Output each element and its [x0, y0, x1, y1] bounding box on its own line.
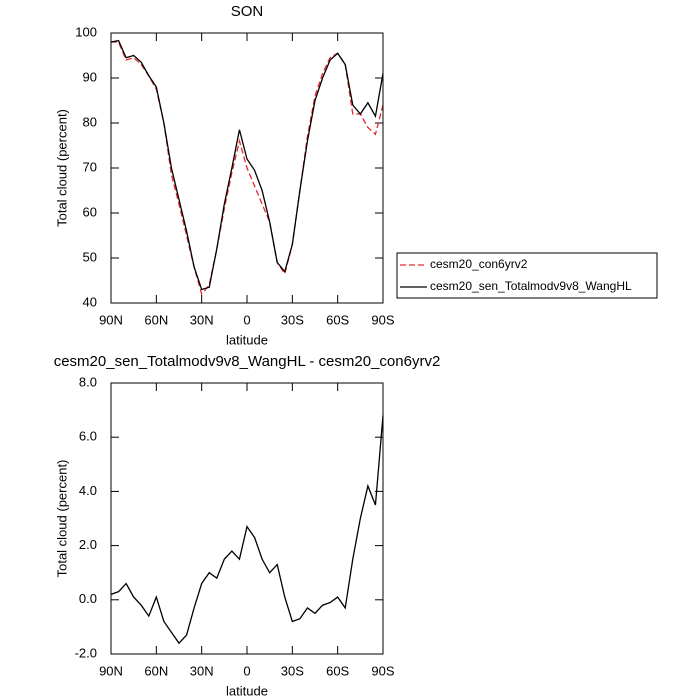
- x-tick-label: 0: [243, 312, 250, 327]
- x-tick-label: 90S: [371, 312, 394, 327]
- y-tick-label: 4.0: [79, 483, 97, 498]
- y-tick-label: 100: [75, 24, 97, 39]
- y-tick-label: 2.0: [79, 537, 97, 552]
- legend-box: [396, 252, 658, 299]
- y-tick-label: 8.0: [79, 374, 97, 389]
- y-axis-label: Total cloud (percent): [54, 109, 69, 227]
- chart-title: cesm20_sen_Totalmodv9v8_WangHL - cesm20_…: [54, 353, 441, 370]
- x-tick-label: 30S: [281, 312, 304, 327]
- x-tick-label: 90S: [371, 663, 394, 678]
- x-axis-label: latitude: [226, 683, 268, 698]
- x-tick-label: 60N: [144, 312, 168, 327]
- data-line: [110, 39, 384, 291]
- x-tick-label: 30S: [281, 663, 304, 678]
- x-tick-label: 0: [243, 663, 250, 678]
- x-tick-label: 60S: [326, 663, 349, 678]
- x-tick-label: 60N: [144, 663, 168, 678]
- x-tick-label: 60S: [326, 312, 349, 327]
- x-axis-label: latitude: [226, 332, 268, 347]
- plot-frame: [110, 32, 384, 304]
- y-tick-label: 40: [83, 294, 97, 309]
- y-tick-label: 6.0: [79, 429, 97, 444]
- y-tick-label: 0.0: [79, 591, 97, 606]
- y-tick-label: 60: [83, 204, 97, 219]
- y-tick-label: 80: [83, 114, 97, 129]
- data-line: [110, 415, 384, 645]
- plot-frame: [110, 382, 384, 655]
- x-tick-label: 90N: [99, 312, 123, 327]
- y-tick-label: 70: [83, 159, 97, 174]
- x-tick-label: 30N: [190, 312, 214, 327]
- y-tick-label: 50: [83, 249, 97, 264]
- x-tick-label: 30N: [190, 663, 214, 678]
- chart-title: SON: [231, 3, 264, 20]
- y-axis-label: Total cloud (percent): [54, 460, 69, 578]
- y-tick-label: 90: [83, 69, 97, 84]
- y-tick-label: -2.0: [75, 645, 97, 660]
- legend-label: cesm20_con6yrv2: [430, 257, 528, 271]
- x-tick-label: 90N: [99, 663, 123, 678]
- legend-label: cesm20_sen_Totalmodv9v8_WangHL: [430, 279, 632, 293]
